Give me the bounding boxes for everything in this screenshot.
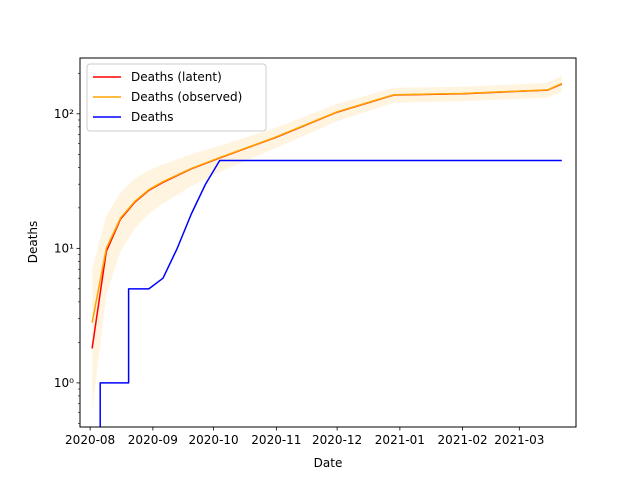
- y-axis-label: Deaths: [26, 221, 40, 264]
- y-tick-label: 10²: [54, 107, 74, 121]
- x-axis-label: Date: [314, 456, 343, 470]
- x-tick-label: 2021-02: [438, 433, 488, 447]
- legend-label-deaths-latent: Deaths (latent): [131, 70, 222, 84]
- legend-label-deaths: Deaths: [131, 110, 174, 124]
- x-tick-label: 2021-03: [494, 433, 544, 447]
- x-tick-label: 2020-11: [251, 433, 301, 447]
- x-axis-ticks: 2020-08 2020-09 2020-10 2020-11 2020-12 2021-…: [65, 427, 544, 447]
- x-tick-label: 2020-08: [65, 433, 115, 447]
- series-line-deaths-observed: [91, 82, 563, 323]
- series-line-deaths: [99, 159, 562, 427]
- y-tick-label: 10¹: [54, 241, 74, 255]
- x-tick-label: 2020-12: [312, 433, 362, 447]
- band-deaths-observed: [92, 75, 562, 413]
- legend-label-deaths-observed: Deaths (observed): [131, 90, 242, 104]
- x-tick-label: 2020-09: [128, 433, 178, 447]
- uncertainty-band-layer: [92, 75, 562, 413]
- legend-box: [86, 63, 267, 132]
- y-tick-label: 10⁰: [54, 376, 74, 390]
- series-layer: [91, 82, 563, 427]
- x-tick-label: 2020-10: [189, 433, 239, 447]
- y-axis-ticks: 10⁰ 10¹ 10²: [54, 73, 80, 424]
- legend: Deaths (latent) Deaths (observed) Deaths: [86, 63, 267, 132]
- x-tick-label: 2021-01: [375, 433, 425, 447]
- plot-frame: [79, 57, 577, 428]
